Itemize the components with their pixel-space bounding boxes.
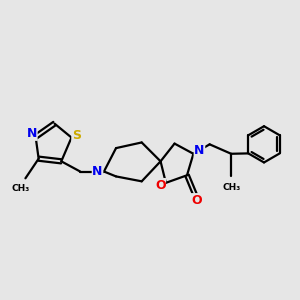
- Text: CH₃: CH₃: [223, 183, 241, 192]
- Text: O: O: [155, 178, 166, 192]
- Text: S: S: [72, 129, 81, 142]
- Text: N: N: [194, 144, 205, 157]
- Text: N: N: [27, 127, 37, 140]
- Text: O: O: [191, 194, 202, 207]
- Text: CH₃: CH₃: [12, 184, 30, 193]
- Text: N: N: [92, 165, 103, 178]
